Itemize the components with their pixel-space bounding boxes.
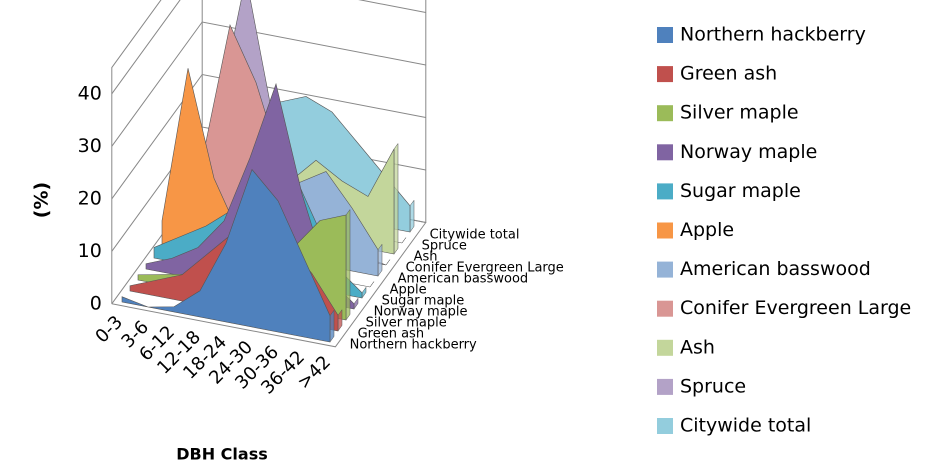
grid-line	[111, 0, 426, 95]
legend-swatch	[657, 144, 673, 161]
series-axis-label: Citywide total	[430, 228, 520, 243]
legend-label: Apple	[680, 219, 734, 241]
series-axis-label: Green ash	[358, 327, 424, 342]
series-axis-label: Ash	[414, 250, 438, 265]
series-axis-label: Sugar maple	[382, 294, 465, 309]
area-side	[345, 208, 351, 321]
series-axis-label: Spruce	[422, 239, 467, 254]
series-axis-label: American basswood	[398, 272, 529, 287]
legend-label: Silver maple	[680, 102, 799, 124]
series-axis-label: Silver maple	[366, 316, 447, 331]
area-side	[409, 199, 415, 233]
area-side	[401, 237, 407, 244]
legend-swatch	[657, 66, 673, 83]
legend-label: Sugar maple	[680, 180, 801, 202]
area-side	[385, 259, 391, 266]
legend-swatch	[657, 261, 673, 278]
legend-label: Spruce	[680, 375, 746, 397]
series-axis-label: Norway maple	[374, 305, 468, 320]
series-axis-label: Apple	[390, 283, 427, 298]
area-side	[393, 142, 399, 255]
series-axis-label: Northern hackberry	[350, 338, 477, 353]
legend-swatch	[657, 378, 673, 395]
y-tick-label: 30	[78, 135, 102, 157]
y-tick-label: 20	[78, 187, 102, 209]
legend-swatch	[657, 105, 673, 122]
area	[121, 168, 331, 343]
grid-line	[111, 73, 426, 200]
y-tick-label: 10	[78, 240, 102, 262]
legend-swatch	[657, 183, 673, 200]
y-axis-label: (%)	[31, 182, 53, 218]
x-axis-label: DBH Class	[176, 445, 268, 464]
area-side	[361, 286, 367, 299]
legend-label: Conifer Evergreen Large	[680, 297, 911, 319]
legend-swatch	[657, 27, 673, 43]
legend-label: Green ash	[680, 63, 777, 85]
left-wall	[111, 0, 203, 304]
area-side	[377, 243, 383, 277]
y-tick-label: 0	[90, 292, 102, 314]
legend-swatch	[657, 418, 673, 434]
area-side	[369, 281, 375, 288]
legend-label: Norway maple	[680, 141, 817, 163]
series-axis-label: Conifer Evergreen Large	[406, 261, 564, 276]
legend-label: Citywide total	[680, 415, 811, 437]
legend-label: Northern hackberry	[680, 24, 866, 46]
legend-label: Ash	[680, 336, 715, 358]
grid-line	[111, 21, 426, 147]
back-wall	[425, 0, 427, 223]
legend-swatch	[657, 222, 673, 239]
y-tick-label: 40	[78, 82, 102, 104]
legend-swatch	[657, 339, 673, 356]
legend-label: American basswood	[680, 258, 871, 280]
legend-swatch	[657, 300, 673, 317]
area-side	[353, 297, 359, 310]
area-side	[329, 309, 335, 343]
